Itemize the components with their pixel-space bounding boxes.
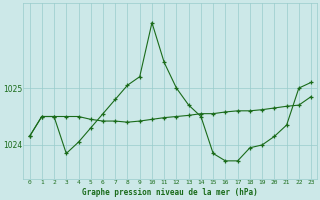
X-axis label: Graphe pression niveau de la mer (hPa): Graphe pression niveau de la mer (hPa) [83,188,258,197]
